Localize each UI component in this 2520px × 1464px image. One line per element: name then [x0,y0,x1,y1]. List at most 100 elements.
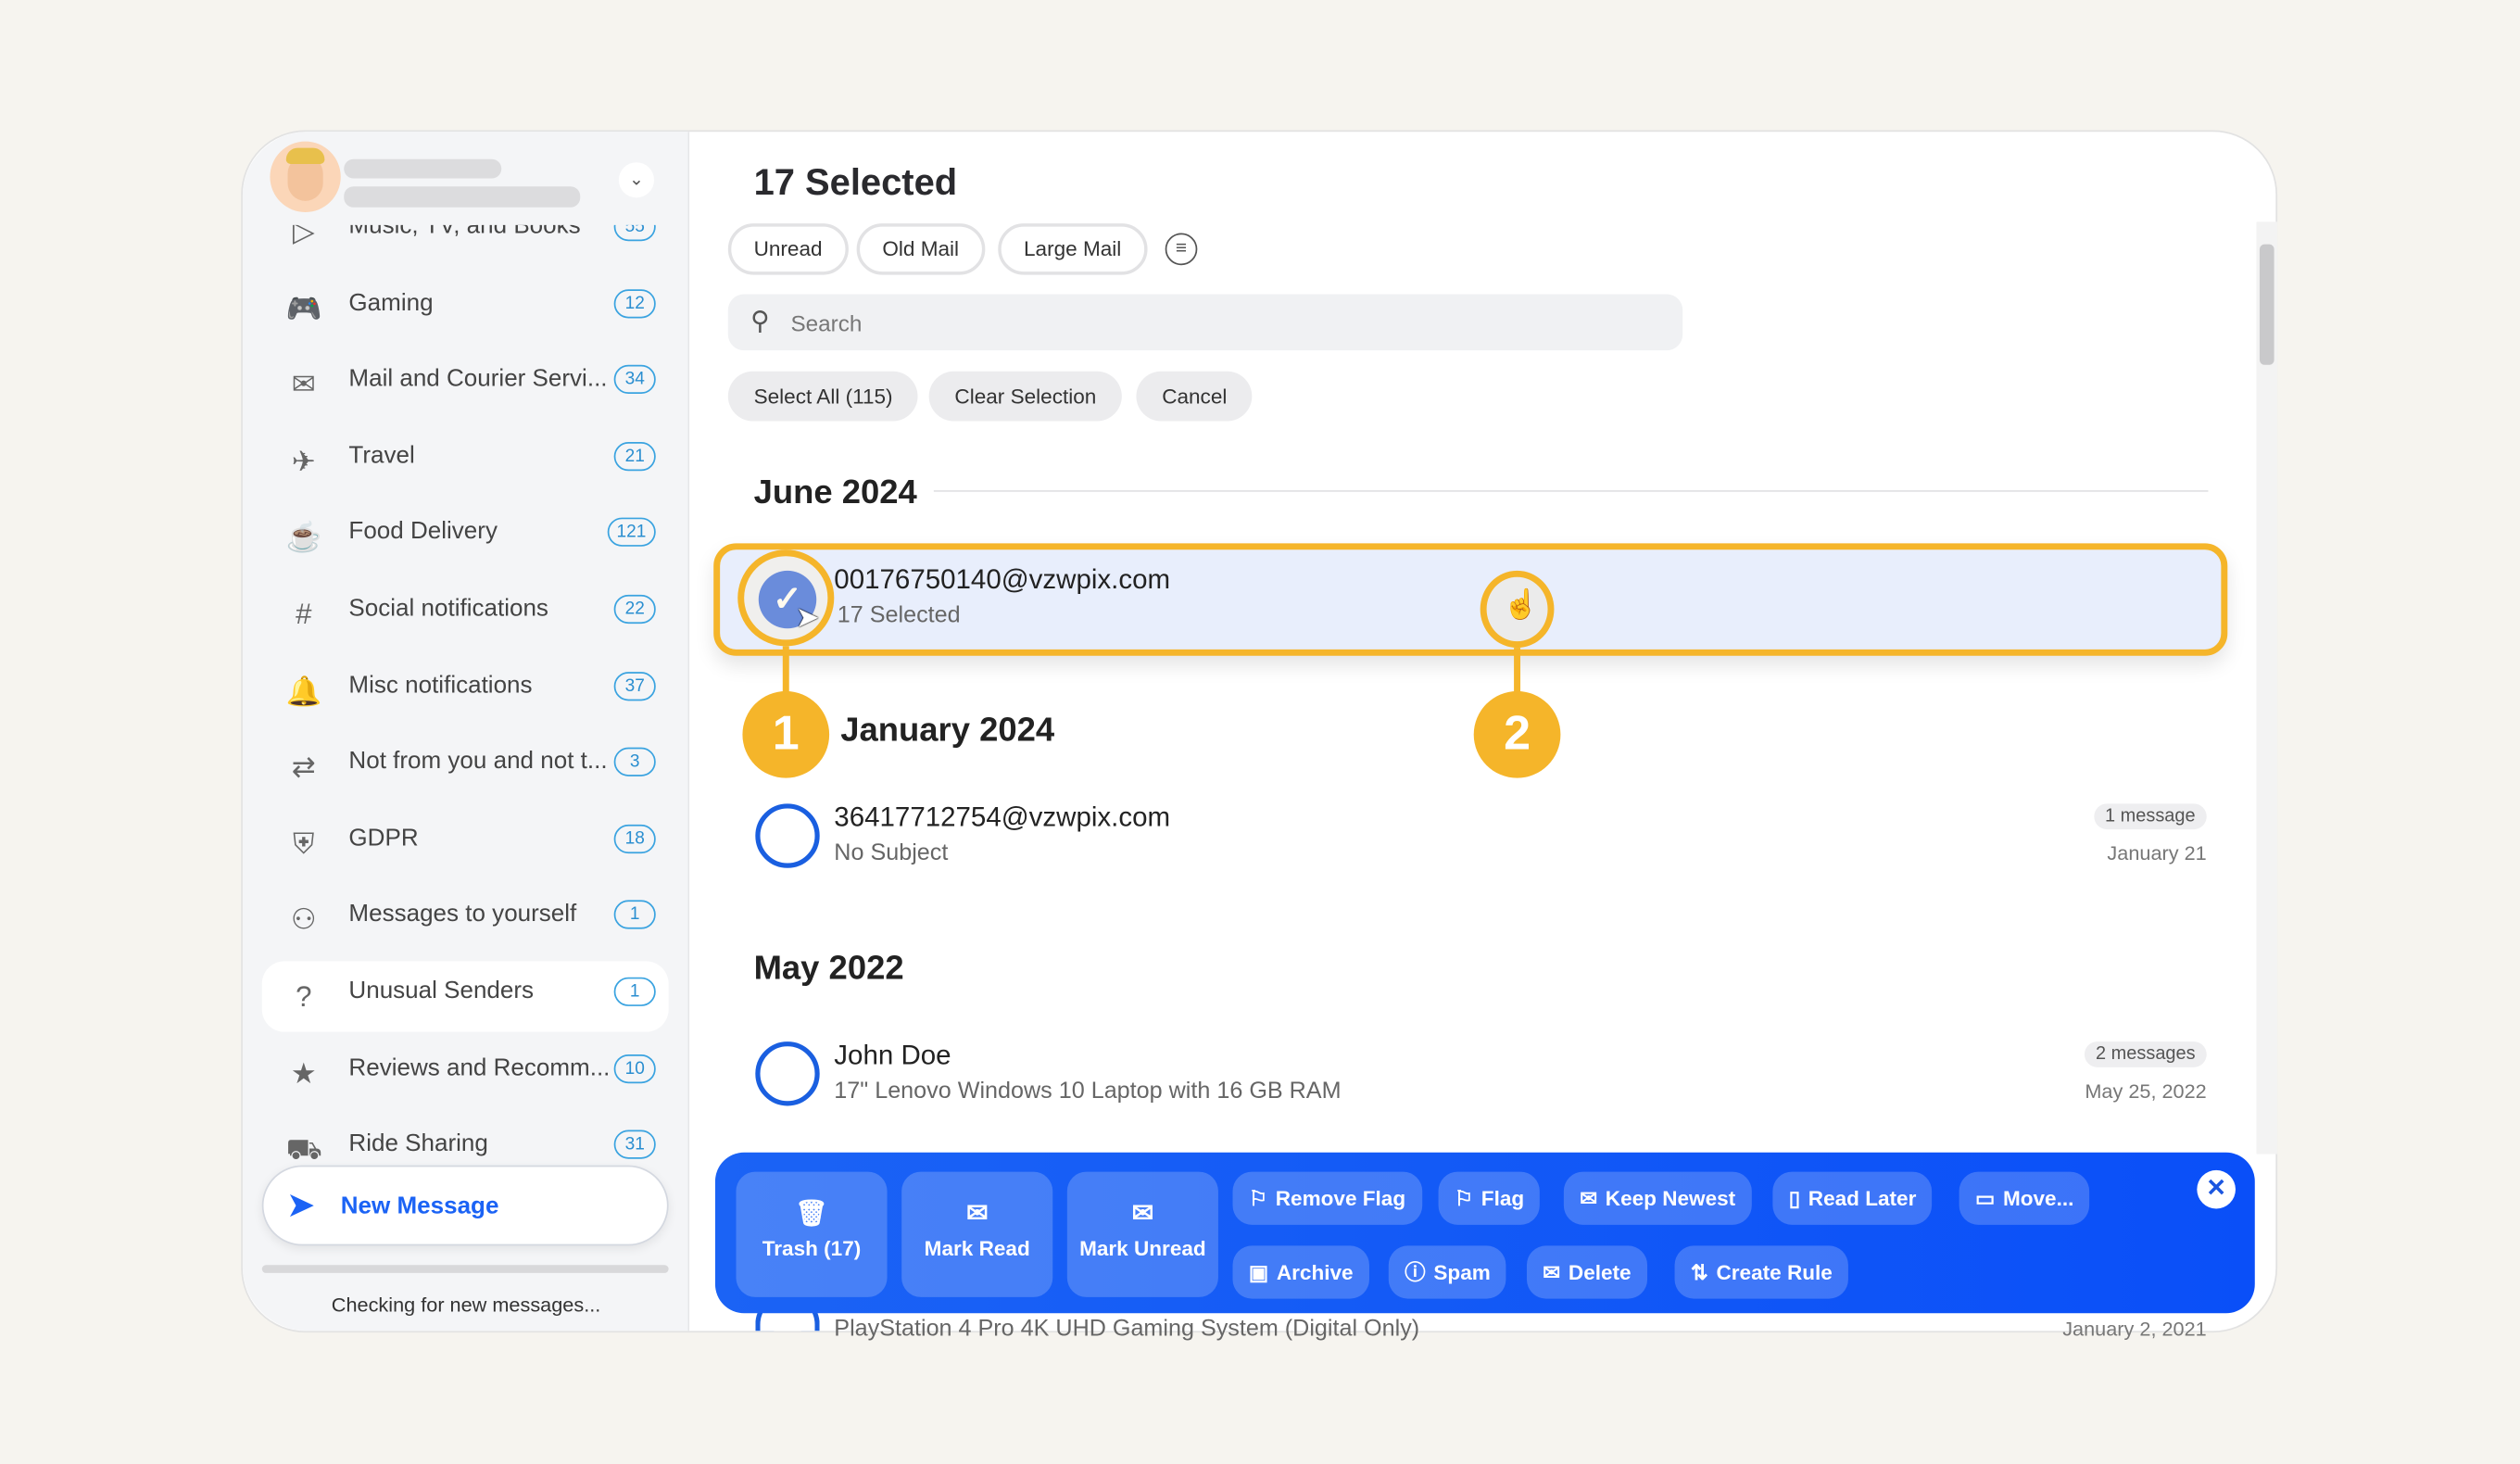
subject: No Subject [834,840,949,867]
chevron-down-icon[interactable]: ⌄ [618,162,655,198]
checkbox[interactable] [755,1041,820,1106]
sidebar-item[interactable]: ⇄ Not from you and not t... 3 [262,732,669,802]
keep-newest-label: Keep Newest [1605,1186,1736,1211]
sidebar: ▷ Music, TV, and Books 55 🎮 Gaming 12 ✉ Mail an… [242,132,690,1331]
remove-flag-button[interactable]: ⚐ Remove Flag [1232,1171,1422,1225]
callout-ring-2 [1480,570,1555,649]
callout-line-1 [782,646,789,695]
close-icon[interactable]: ✕ [2197,1169,2236,1209]
sidebar-item-label: Not from you and not t... [348,747,608,776]
read-later-button[interactable]: ▯ Read Later [1772,1171,1933,1225]
stars-icon: ★ [290,1056,317,1090]
mark-read-button[interactable]: ✉ Mark Read [901,1171,1053,1297]
spam-button[interactable]: ⓘ Spam [1388,1245,1507,1299]
flag-button[interactable]: ⚐ Flag [1438,1171,1541,1225]
filter-large-mail[interactable]: Large Mail [998,223,1148,275]
keep-newest-button[interactable]: ✉ Keep Newest [1563,1171,1752,1225]
archive-label: Archive [1276,1260,1354,1285]
group-heading: May 2022 [753,950,904,988]
move-button[interactable]: ▭ Move... [1959,1171,2090,1225]
subject: 17" Lenovo Windows 10 Laptop with 16 GB … [834,1078,1342,1104]
alert-icon: ⓘ [1405,1260,1426,1285]
filter-unread[interactable]: Unread [727,223,849,275]
search-icon: ⚲ [750,309,770,336]
count-badge: 1 [613,901,656,930]
sidebar-item-label: Social notifications [348,594,548,623]
gamepad-icon: 🎮 [285,292,322,324]
plane-icon: ✈ [291,445,316,477]
count-badge: 1 [613,977,656,1006]
sidebar-item[interactable]: ✈ Travel 21 [262,425,669,496]
account-email-placeholder [344,186,581,208]
trash-label: Trash (17) [762,1235,862,1261]
sidebar-item[interactable]: 🎮 Gaming 12 [262,272,669,343]
sidebar-item[interactable]: # Social notifications 22 [262,578,669,649]
date: January 2, 2021 [2062,1318,2207,1341]
sidebar-item-label: Unusual Senders [348,977,535,1005]
flag-off-icon: ⚐ [1248,1186,1268,1211]
callout-ring-1 [737,549,835,647]
bulk-action-bar: 🗑 Trash (17) ✉ Mark Read ✉ Mark Unread ⚐ Rem… [714,1152,2255,1314]
count-badge: 21 [613,441,656,471]
sidebar-item[interactable]: ? Unusual Senders 1 [261,961,669,1032]
sender: 36417712754@vzwpix.com [834,801,1171,833]
flag-label: Flag [1480,1186,1525,1211]
checkbox[interactable] [755,803,820,868]
sidebar-item[interactable]: 🔔 Misc notifications 37 [262,655,669,726]
new-message-label: New Message [340,1193,499,1220]
new-message-button[interactable]: ➤ New Message [261,1165,669,1246]
scrollbar[interactable] [2256,221,2278,1155]
sidebar-item[interactable]: ☕ Food Delivery 121 [262,502,669,573]
cancel-button[interactable]: Cancel [1136,371,1254,422]
filter-options-icon[interactable]: ≡ [1165,233,1198,266]
search-input[interactable]: ⚲ Search [727,294,1683,351]
folder-icon: ▭ [1974,1186,1996,1211]
arrows-icon: ⇄ [291,751,316,784]
create-rule-button[interactable]: ⇅ Create Rule [1674,1245,1849,1299]
sidebar-item-label: Ride Sharing [348,1130,488,1158]
sidebar-item[interactable]: ⛟ Ride Sharing 31 [262,1114,669,1184]
food-icon: ☕ [285,521,322,554]
count-badge: 10 [613,1054,656,1083]
divider [933,490,2209,492]
delete-label: Delete [1568,1260,1632,1285]
sender: 00176750140@vzwpix.com [834,563,1171,595]
bell-icon: 🔔 [285,674,322,707]
callout-line-2 [1514,648,1521,693]
sidebar-item[interactable]: ⛨ GDPR 18 [262,808,669,878]
delete-button[interactable]: ✉ Delete [1526,1245,1647,1299]
message-row-selected[interactable] [713,543,2228,656]
bookmark-icon: ▯ [1788,1186,1801,1211]
mail-window: ▷ Music, TV, and Books 55 🎮 Gaming 12 ✉ Mail an… [241,130,2278,1342]
person-icon: ⚇ [290,903,317,937]
filter-old-mail[interactable]: Old Mail [856,223,985,275]
flag-icon: ⚐ [1454,1186,1474,1211]
account-name-placeholder [344,158,502,179]
message-count-badge: 1 message [2093,803,2207,830]
archive-button[interactable]: ▣ Archive [1232,1245,1369,1299]
mark-unread-button[interactable]: ✉ Mark Unread [1066,1171,1218,1297]
group-heading: June 2024 [753,473,917,511]
pointer-cursor-icon: ➤ [795,600,820,634]
clear-selection-button[interactable]: Clear Selection [928,371,1123,422]
question-icon: ? [296,980,312,1013]
sidebar-item-label: Messages to yourself [348,901,577,928]
select-all-button[interactable]: Select All (115) [727,371,919,422]
count-badge: 3 [613,747,656,777]
archive-icon: ▣ [1248,1260,1269,1285]
spam-label: Spam [1433,1260,1491,1285]
sidebar-scrollbar[interactable] [261,1265,669,1273]
mark-unread-label: Mark Unread [1079,1235,1206,1261]
sidebar-item[interactable]: ⚇ Messages to yourself 1 [262,885,669,955]
sync-status: Checking for new messages... [331,1294,601,1317]
hand-cursor-icon: ☝ [1502,587,1539,621]
sidebar-item[interactable]: ★ Reviews and Recomm... 10 [262,1038,669,1108]
trash-button[interactable]: 🗑 Trash (17) [736,1171,888,1297]
mailbox-icon: ✉ [291,368,316,401]
read-later-label: Read Later [1808,1186,1917,1211]
sidebar-item[interactable]: ✉ Mail and Courier Servi... 34 [262,349,669,420]
move-label: Move... [2002,1186,2074,1211]
account-header[interactable]: ⌄ [242,132,688,225]
count-badge: 22 [613,594,656,625]
sender: John Doe [834,1040,951,1071]
